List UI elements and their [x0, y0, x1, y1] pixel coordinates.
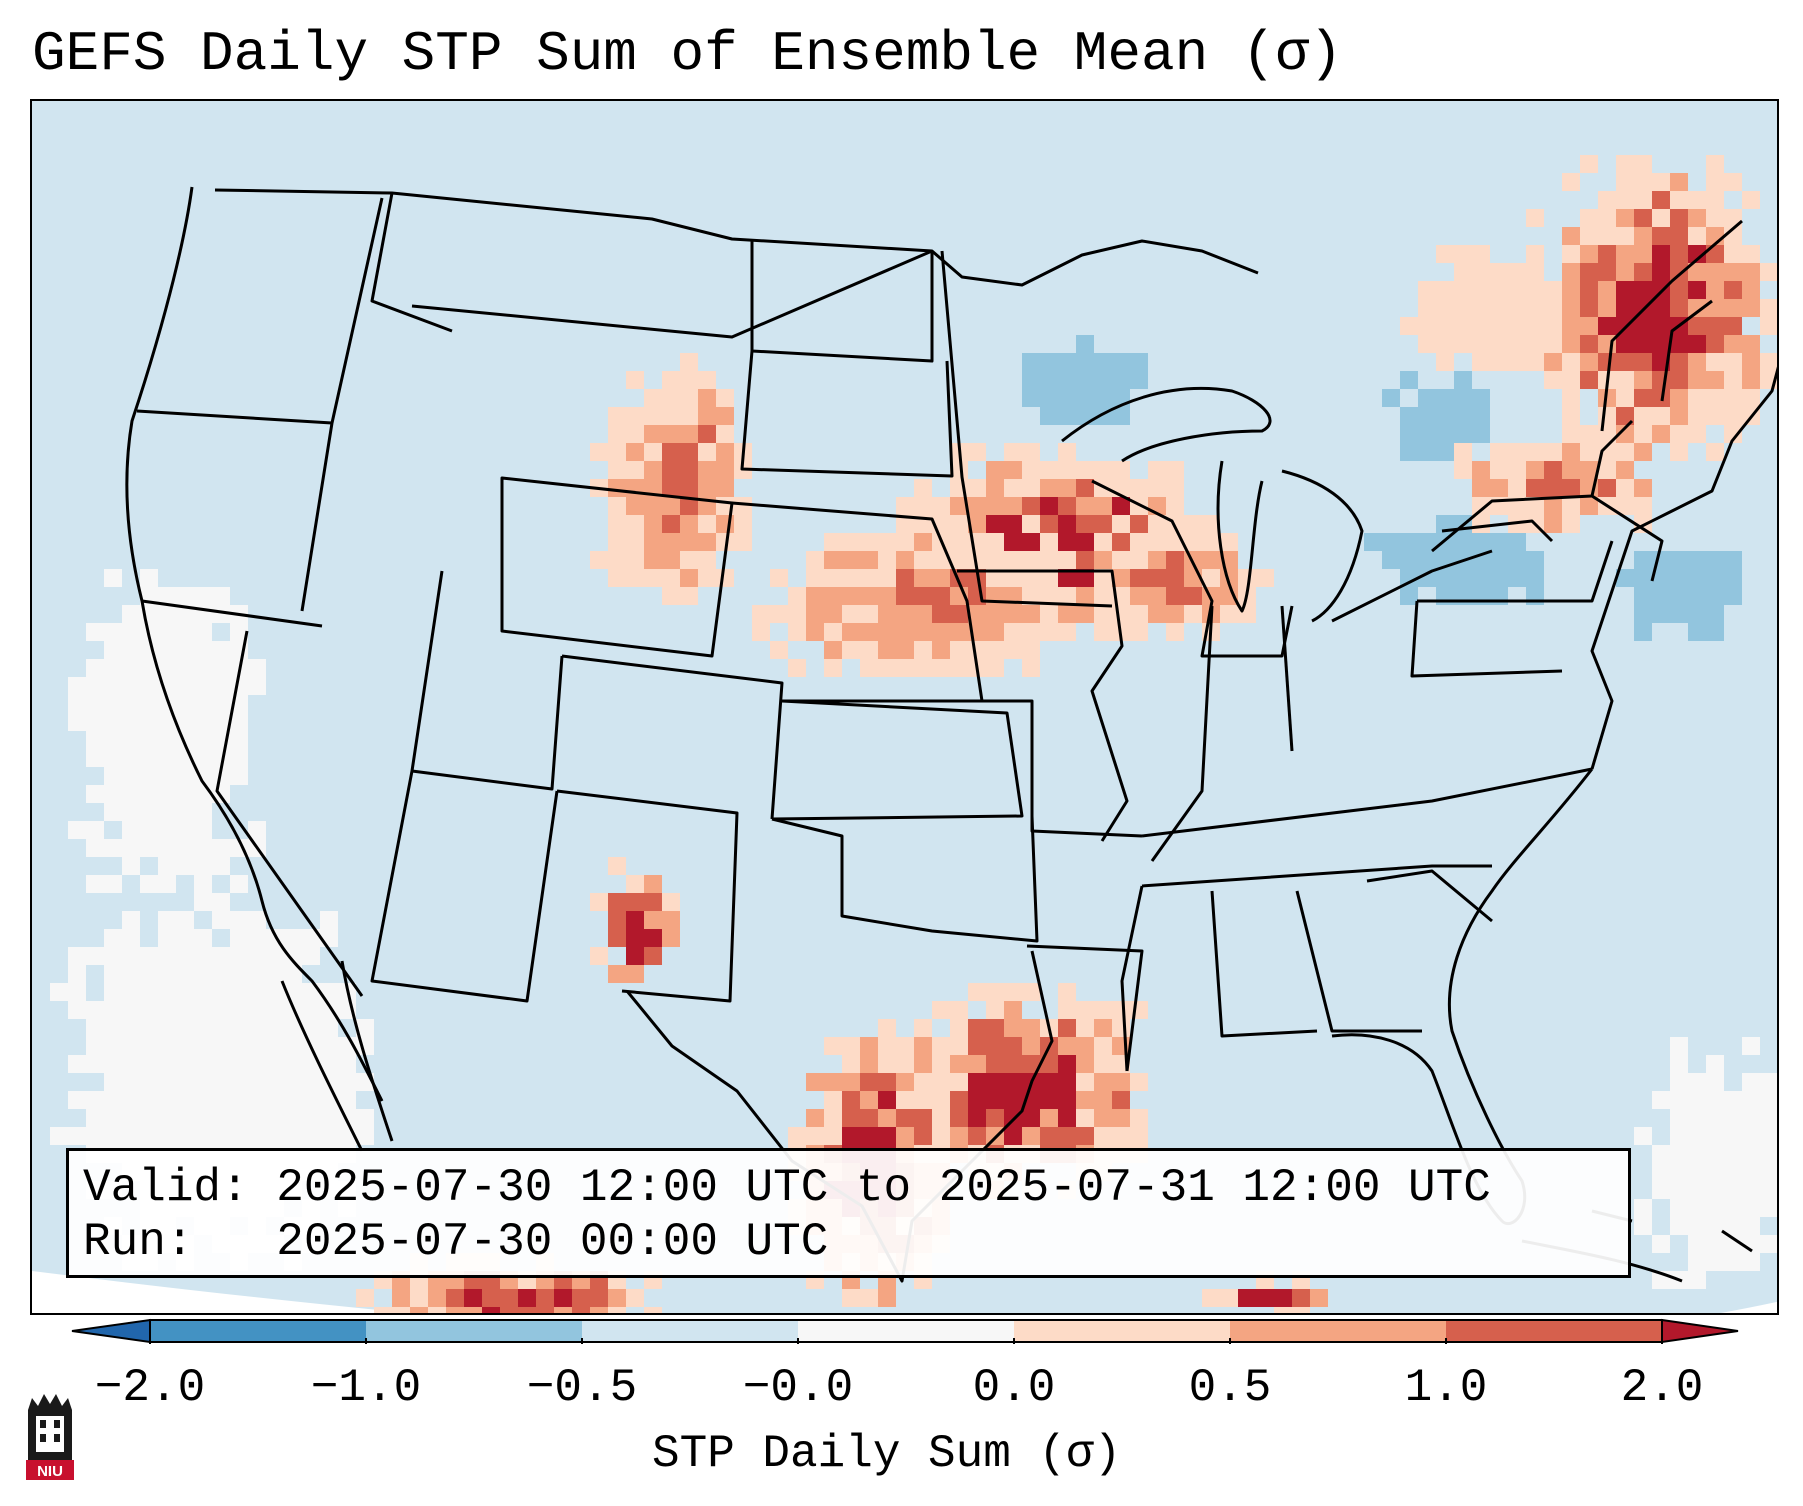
stp-map — [32, 101, 1777, 1313]
colorbar-bin — [150, 1320, 366, 1342]
colorbar-tick-label: −0.0 — [742, 1362, 854, 1414]
colorbar-bin — [798, 1320, 1014, 1342]
colorbar-bin — [366, 1320, 582, 1342]
colorbar-bin — [1446, 1320, 1662, 1342]
colorbar-tick-label: 0.0 — [972, 1362, 1056, 1414]
valid-value: 2025-07-30 12:00 UTC to 2025-07-31 12:00… — [276, 1162, 1491, 1214]
colorbar-under-triangle — [71, 1318, 151, 1344]
valid-label: Valid: — [83, 1162, 249, 1214]
logo-text: NIU — [37, 1463, 63, 1480]
colorbar-tick-label: 2.0 — [1620, 1362, 1704, 1414]
colorbar-tick-label: −2.0 — [94, 1362, 206, 1414]
colorbar-tick-label: 0.5 — [1188, 1362, 1272, 1414]
valid-run-info-box: Valid: 2025-07-30 12:00 UTC to 2025-07-3… — [66, 1148, 1631, 1278]
colorbar — [71, 1318, 1739, 1344]
run-value: 2025-07-30 00:00 UTC — [276, 1216, 829, 1268]
niu-logo-icon: NIU — [26, 1394, 74, 1480]
colorbar-bin — [582, 1320, 798, 1342]
map-title: GEFS Daily STP Sum of Ensemble Mean (σ) — [32, 22, 1343, 86]
map-panel — [30, 99, 1779, 1315]
run-label: Run: — [83, 1216, 194, 1268]
colorbar-over-triangle — [1661, 1318, 1739, 1344]
colorbar-bin — [1230, 1320, 1446, 1342]
colorbar-tick-label: −0.5 — [526, 1362, 638, 1414]
colorbar-title: STP Daily Sum (σ) — [652, 1428, 1122, 1480]
colorbar-bin — [1014, 1320, 1230, 1342]
colorbar-tick-label: −1.0 — [310, 1362, 422, 1414]
state-boundaries — [125, 186, 1777, 1283]
colorbar-tick-label: 1.0 — [1404, 1362, 1488, 1414]
